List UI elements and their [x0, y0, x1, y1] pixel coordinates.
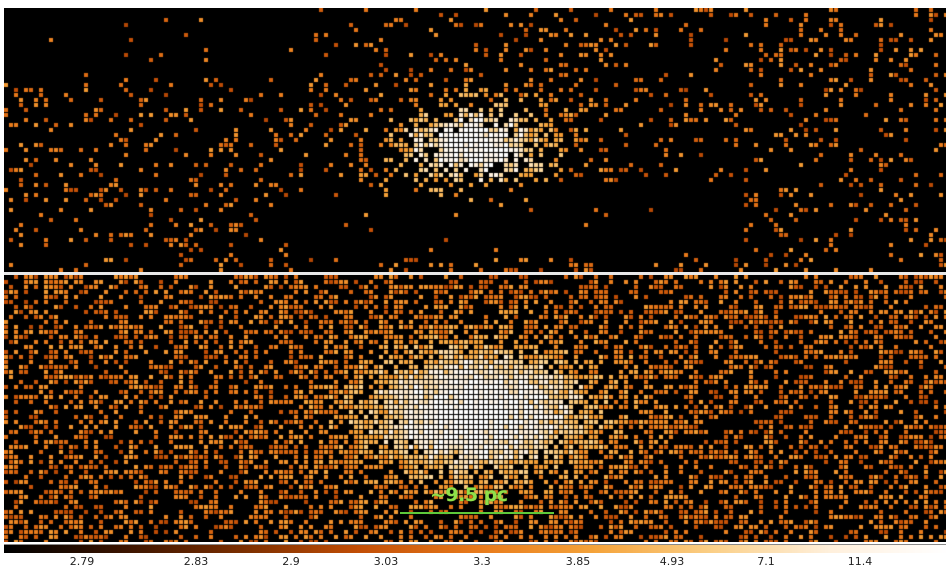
colorbar-tick-label: 3.03: [373, 555, 399, 568]
colorbar-tick-label: 3.3: [473, 555, 491, 568]
colorbar-tick-label: 2.83: [183, 555, 209, 568]
colorbar-ticks: 2.79 2.83 2.9 3.03 3.3 3.85 4.93 7.1 11.4: [4, 555, 946, 571]
scale-bar-label: ~9.5 pc: [430, 484, 508, 506]
observed-image-panel: [4, 8, 946, 272]
scale-bar-line: [400, 512, 554, 514]
colorbar-tick-label: 2.9: [282, 555, 300, 568]
observed-xray-image: [4, 8, 946, 272]
scale-bar: [400, 508, 554, 518]
panel-divider: [4, 272, 946, 275]
colorbar-tick-label: 7.1: [757, 555, 775, 568]
colorbar-tick-label: 4.93: [659, 555, 685, 568]
model-xray-image: [4, 275, 946, 542]
colorbar: [4, 544, 946, 553]
colorbar-tick-label: 2.79: [69, 555, 95, 568]
model-image-panel: [4, 275, 946, 542]
colorbar-tick-label: 3.85: [565, 555, 591, 568]
colorbar-tick-label: 11.4: [847, 555, 873, 568]
